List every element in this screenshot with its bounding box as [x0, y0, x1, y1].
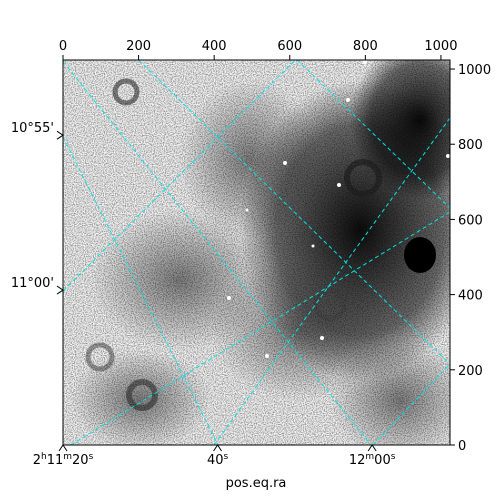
right-y-tick-label-3: 600 — [458, 213, 483, 228]
sky-image — [63, 60, 450, 445]
right-y-tick-label-5: 1000 — [458, 63, 491, 78]
top-x-tick-label-1: 200 — [126, 39, 151, 54]
ra-tick-2 — [367, 444, 377, 452]
top-x-tick-label-4: 800 — [353, 39, 378, 54]
grid-line-4 — [63, 136, 219, 445]
coordinate-grid — [63, 60, 450, 445]
ra-tick-label-1: 40s — [207, 452, 229, 468]
x-axis-title: pos.eq.ra — [226, 476, 287, 491]
grid-line-6 — [296, 60, 450, 209]
dec-tick-0 — [56, 130, 64, 140]
top-x-tick-label-0: 0 — [59, 39, 67, 54]
ra-tick-label-0: 2h11m20s — [33, 452, 94, 468]
top-x-tick-label-5: 1000 — [424, 39, 457, 54]
ra-tick-1 — [213, 444, 222, 452]
ra-tick-0 — [58, 444, 68, 452]
ra-tick-label-2: 12m00s — [349, 452, 396, 468]
plot-frame — [62, 59, 451, 446]
grid-line-5 — [63, 61, 372, 445]
grid-line-1 — [63, 60, 296, 292]
right-y-tick-label-1: 200 — [458, 364, 483, 379]
grid-line-3 — [372, 363, 450, 445]
world-coordinate-ticks: 2h11m20s 40s 12m00s 10°55' 11°00' — [11, 121, 396, 468]
top-x-tick-label-2: 400 — [202, 39, 227, 54]
right-y-tick-label-4: 800 — [458, 138, 483, 153]
dec-tick-label-1: 11°00' — [11, 276, 54, 291]
grid-line-7 — [138, 60, 450, 365]
right-y-tick-label-0: 0 — [458, 439, 466, 454]
pixel-axis-ticks: 0 200 400 600 800 1000 0 200 400 600 800 1000 — [59, 39, 491, 454]
dec-tick-1 — [56, 285, 64, 295]
dec-tick-label-0: 10°55' — [11, 121, 54, 136]
right-y-tick-label-2: 400 — [458, 289, 483, 304]
grid-line-2 — [213, 117, 450, 445]
top-x-tick-label-3: 600 — [277, 39, 302, 54]
